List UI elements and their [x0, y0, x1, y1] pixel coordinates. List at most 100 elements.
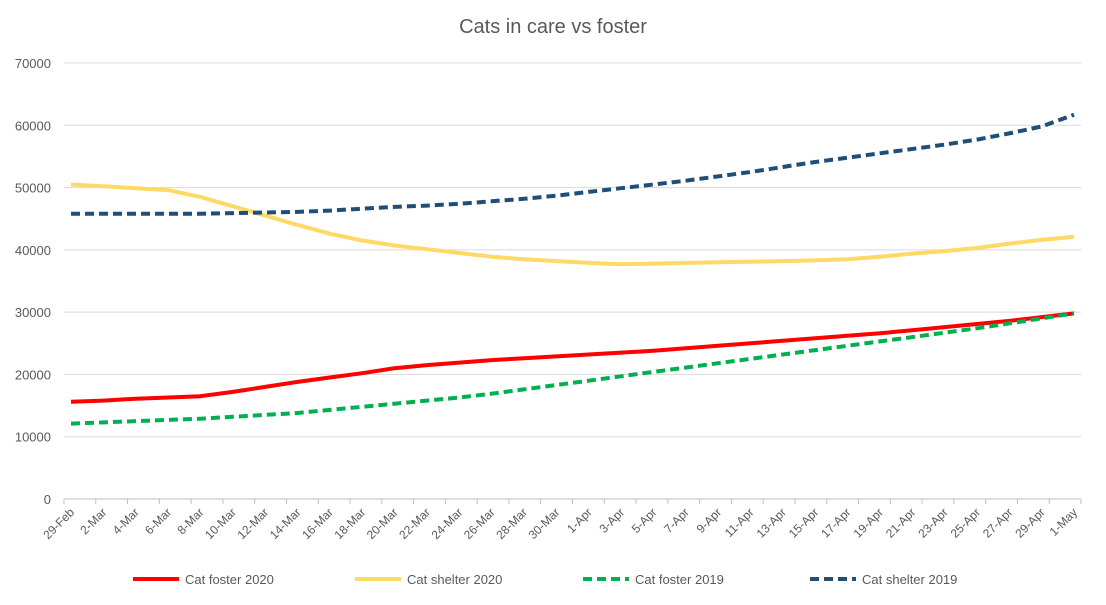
data-point [588, 191, 589, 192]
data-point [232, 391, 233, 392]
series-line-1 [70, 311, 1075, 404]
data-point [621, 376, 622, 377]
data-point [329, 233, 330, 234]
data-point [718, 363, 719, 364]
data-point [556, 356, 557, 357]
data-point [1041, 239, 1042, 240]
data-point [362, 240, 363, 241]
data-point [653, 263, 654, 264]
data-point [1041, 126, 1042, 127]
data-point [329, 210, 330, 211]
data-point [556, 195, 557, 196]
data-point [232, 416, 233, 417]
data-point [815, 162, 816, 163]
data-point [847, 259, 848, 260]
data-point [1009, 323, 1010, 324]
x-tick-label: 14-Mar [267, 505, 304, 542]
legend-label: Cat shelter 2019 [862, 572, 957, 587]
data-point [685, 348, 686, 349]
x-axis-ticks: 29-Feb 2-Mar 4-Mar 6-Mar 8-Mar10-Mar12-Mar14… [40, 505, 1080, 542]
data-point [944, 251, 945, 252]
data-point [523, 358, 524, 359]
data-point [750, 261, 751, 262]
data-point [815, 338, 816, 339]
x-tick-label: 13-Apr [754, 505, 789, 540]
series-line-2 [70, 182, 1075, 267]
data-point [265, 386, 266, 387]
data-point [976, 328, 977, 329]
data-point [103, 186, 104, 187]
data-point [944, 327, 945, 328]
data-point [782, 354, 783, 355]
data-point [750, 172, 751, 173]
data-point [103, 400, 104, 401]
x-tick-label: 24-Mar [429, 505, 466, 542]
data-point [491, 393, 492, 394]
data-point [653, 350, 654, 351]
data-point [718, 262, 719, 263]
x-tick-label: 27-Apr [980, 505, 1015, 540]
data-point [459, 362, 460, 363]
data-point [782, 167, 783, 168]
x-tick-label: 28-Mar [493, 505, 530, 542]
x-tick-label: 9-Apr [694, 505, 725, 536]
data-point [362, 208, 363, 209]
data-point [944, 332, 945, 333]
data-point [976, 247, 977, 248]
data-point [265, 215, 266, 216]
y-tick-label: 30000 [15, 305, 51, 320]
data-point [588, 380, 589, 381]
data-point [459, 252, 460, 253]
data-point [912, 330, 913, 331]
data-point [879, 256, 880, 257]
data-point [1074, 114, 1075, 115]
x-tick-label: 5-Apr [629, 505, 660, 536]
data-point [426, 365, 427, 366]
y-axis-ticks: 0 10000 20000 30000 40000 50000 60000 70000 [15, 56, 51, 507]
y-tick-label: 0 [44, 492, 51, 507]
data-point [297, 381, 298, 382]
legend-label: Cat foster 2020 [185, 572, 274, 587]
data-point [782, 340, 783, 341]
chart-title: Cats in care vs foster [459, 16, 647, 38]
data-point [135, 421, 136, 422]
y-tick-label: 40000 [15, 243, 51, 258]
y-tick-label: 70000 [15, 56, 51, 71]
data-point [103, 213, 104, 214]
data-point [1041, 318, 1042, 319]
data-point [491, 256, 492, 257]
data-point [815, 260, 816, 261]
x-tick-label: 4-Mar [110, 505, 142, 537]
x-tick-label: 26-Mar [461, 505, 498, 542]
data-point [718, 345, 719, 346]
x-tick-label: 29-Feb [40, 505, 77, 542]
x-tick-label: 17-Apr [818, 505, 853, 540]
x-tick-label: 21-Apr [883, 505, 918, 540]
x-tick-label: 25-Apr [948, 505, 983, 540]
data-point [976, 139, 977, 140]
x-tick-label: 16-Mar [299, 505, 336, 542]
legend-label: Cat shelter 2020 [407, 572, 502, 587]
data-point [297, 211, 298, 212]
x-tick-label: 3-Apr [597, 505, 628, 536]
data-point [297, 224, 298, 225]
data-point [394, 403, 395, 404]
data-point [200, 196, 201, 197]
data-point [1041, 317, 1042, 318]
data-point [685, 180, 686, 181]
x-tick-label: 30-Mar [526, 505, 563, 542]
data-point [168, 190, 169, 191]
data-point [362, 406, 363, 407]
y-tick-label: 60000 [15, 118, 51, 133]
data-point [815, 350, 816, 351]
data-point [265, 414, 266, 415]
data-point [1009, 243, 1010, 244]
data-point [944, 144, 945, 145]
data-point [1074, 236, 1075, 237]
data-point [621, 352, 622, 353]
data-point [879, 153, 880, 154]
data-point [135, 398, 136, 399]
y-tick-label: 50000 [15, 181, 51, 196]
x-tick-label: 6-Mar [142, 505, 174, 537]
data-point [426, 400, 427, 401]
